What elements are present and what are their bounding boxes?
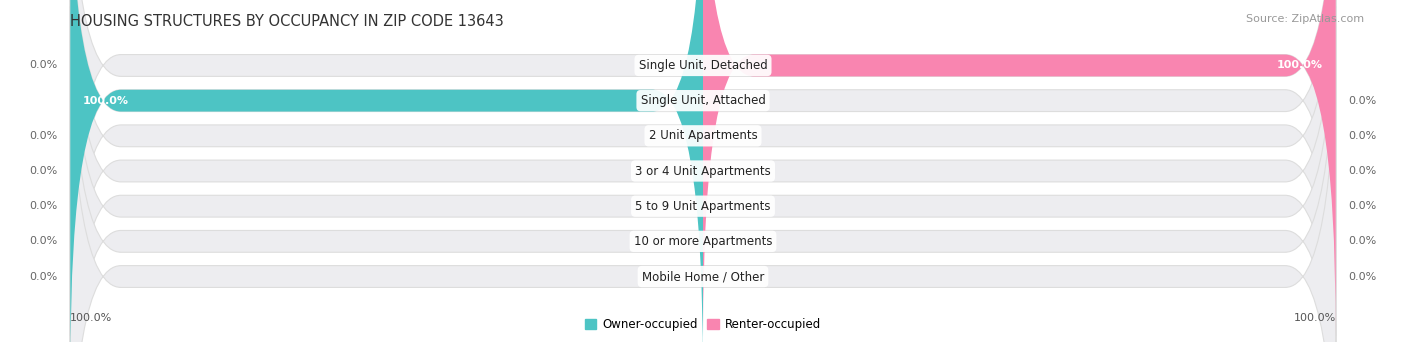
Text: 2 Unit Apartments: 2 Unit Apartments — [648, 129, 758, 142]
Text: 0.0%: 0.0% — [30, 272, 58, 281]
Text: 0.0%: 0.0% — [30, 131, 58, 141]
FancyBboxPatch shape — [703, 0, 1336, 336]
Text: 100.0%: 100.0% — [70, 313, 112, 323]
Text: 0.0%: 0.0% — [1348, 272, 1376, 281]
Text: 0.0%: 0.0% — [30, 61, 58, 70]
Text: HOUSING STRUCTURES BY OCCUPANCY IN ZIP CODE 13643: HOUSING STRUCTURES BY OCCUPANCY IN ZIP C… — [70, 14, 503, 29]
FancyBboxPatch shape — [70, 6, 1336, 342]
Text: 10 or more Apartments: 10 or more Apartments — [634, 235, 772, 248]
FancyBboxPatch shape — [70, 0, 1336, 342]
Text: 100.0%: 100.0% — [83, 96, 129, 106]
Text: 0.0%: 0.0% — [30, 201, 58, 211]
Text: 100.0%: 100.0% — [1294, 313, 1336, 323]
FancyBboxPatch shape — [70, 0, 1336, 342]
Text: Mobile Home / Other: Mobile Home / Other — [641, 270, 765, 283]
Text: Single Unit, Attached: Single Unit, Attached — [641, 94, 765, 107]
FancyBboxPatch shape — [70, 0, 1336, 336]
Text: Single Unit, Detached: Single Unit, Detached — [638, 59, 768, 72]
FancyBboxPatch shape — [70, 0, 1336, 342]
FancyBboxPatch shape — [70, 0, 1336, 342]
Text: 0.0%: 0.0% — [30, 236, 58, 246]
Text: 0.0%: 0.0% — [1348, 131, 1376, 141]
Text: 100.0%: 100.0% — [1277, 61, 1323, 70]
Text: 0.0%: 0.0% — [1348, 201, 1376, 211]
Text: 3 or 4 Unit Apartments: 3 or 4 Unit Apartments — [636, 165, 770, 177]
Text: 5 to 9 Unit Apartments: 5 to 9 Unit Apartments — [636, 200, 770, 213]
Text: Source: ZipAtlas.com: Source: ZipAtlas.com — [1246, 14, 1364, 24]
Legend: Owner-occupied, Renter-occupied: Owner-occupied, Renter-occupied — [579, 314, 827, 336]
Text: 0.0%: 0.0% — [1348, 236, 1376, 246]
FancyBboxPatch shape — [70, 0, 703, 342]
Text: 0.0%: 0.0% — [1348, 166, 1376, 176]
Text: 0.0%: 0.0% — [30, 166, 58, 176]
Text: 0.0%: 0.0% — [1348, 96, 1376, 106]
FancyBboxPatch shape — [70, 0, 1336, 342]
